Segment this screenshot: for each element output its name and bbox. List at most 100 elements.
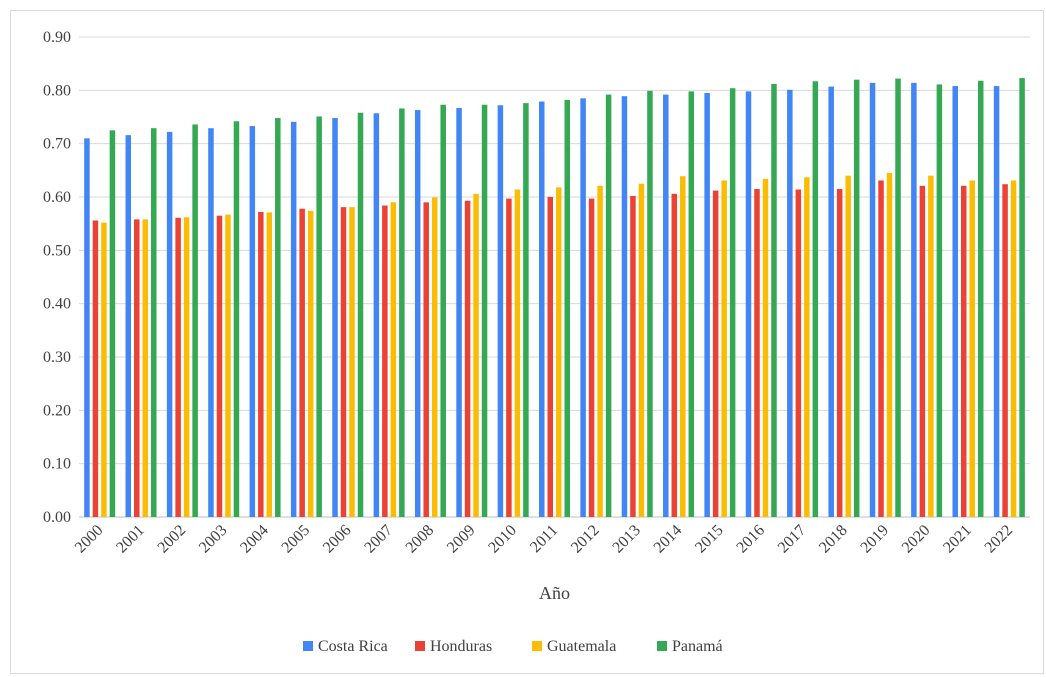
bar-chart: 0.00 0.10 0.20 0.30 0.40 0.50 0.60 0.70 0.80 0.90… <box>43 29 1030 655</box>
bar <box>349 207 355 517</box>
bar <box>952 86 958 518</box>
bar <box>680 176 686 517</box>
bar <box>993 86 1000 518</box>
bar <box>275 118 281 518</box>
y-tick-label: 0.10 <box>43 456 71 473</box>
bar <box>853 79 860 518</box>
bar <box>340 207 347 517</box>
x-tick-label: 2013 <box>609 522 644 557</box>
y-tick-label: 0.90 <box>43 29 71 46</box>
bar <box>506 198 512 517</box>
x-tick-label: 2005 <box>279 522 314 557</box>
x-tick-label: 2002 <box>155 522 190 557</box>
bar <box>621 96 628 517</box>
bar <box>663 94 669 517</box>
bar <box>134 219 140 517</box>
x-tick-label: 2012 <box>568 522 603 557</box>
y-tick-label: 0.60 <box>43 189 71 206</box>
legend-label: Guatemala <box>547 638 616 655</box>
x-tick-label: 2021 <box>940 522 975 557</box>
bar <box>151 128 157 517</box>
x-tick-label: 2017 <box>775 522 810 557</box>
y-tick-label: 0.70 <box>43 136 71 153</box>
x-tick-label: 2014 <box>651 522 686 557</box>
x-tick-label: 2018 <box>816 522 851 557</box>
bar <box>928 175 934 517</box>
legend-swatch <box>303 641 313 651</box>
bar <box>456 107 462 517</box>
legend-swatch <box>532 641 542 651</box>
legend-swatch <box>657 641 667 651</box>
bar <box>307 210 314 517</box>
y-tick-label: 0.30 <box>43 349 71 366</box>
bar <box>721 180 727 517</box>
bar <box>804 177 810 517</box>
x-tick-label: 2008 <box>403 522 438 557</box>
bar <box>539 101 545 518</box>
bar <box>712 190 719 517</box>
bar <box>183 217 190 517</box>
bar <box>225 214 231 517</box>
bar <box>208 128 214 517</box>
bar <box>92 220 99 517</box>
y-tick-label: 0.50 <box>43 242 71 259</box>
bar <box>125 135 132 517</box>
x-tick-label: 2000 <box>72 522 107 557</box>
bar <box>299 208 305 517</box>
bar <box>414 110 421 518</box>
bar <box>845 175 851 517</box>
bar <box>1002 184 1008 517</box>
bar <box>828 86 834 517</box>
bar <box>84 138 90 517</box>
x-tick-label: 2009 <box>444 522 479 557</box>
bar <box>704 93 710 517</box>
bar <box>249 126 256 518</box>
bar <box>192 124 198 517</box>
bar <box>109 130 116 517</box>
x-tick-label: 2001 <box>113 522 148 557</box>
x-tick-label: 2007 <box>361 522 396 557</box>
bar <box>440 104 446 517</box>
bar <box>464 200 471 517</box>
bar <box>564 99 570 517</box>
bar <box>977 80 984 517</box>
bar <box>895 78 901 517</box>
bar <box>812 81 819 518</box>
bar <box>878 180 884 517</box>
bar <box>630 195 636 517</box>
bar <box>373 113 380 518</box>
x-axis-title: Año <box>539 583 570 603</box>
bar <box>638 183 645 517</box>
bar <box>382 205 388 518</box>
bar <box>290 121 297 518</box>
bar <box>911 82 917 517</box>
bar <box>886 173 893 517</box>
bar <box>497 105 504 518</box>
bar <box>423 202 429 518</box>
bar <box>836 189 843 517</box>
x-tick-label: 2010 <box>485 522 520 557</box>
bar <box>647 90 653 517</box>
bar <box>431 197 438 518</box>
x-tick-label: 2020 <box>899 522 934 557</box>
bar <box>762 178 769 517</box>
bar <box>523 103 529 517</box>
bar <box>795 189 802 518</box>
bar <box>960 185 967 518</box>
bar <box>266 212 273 517</box>
bar <box>233 121 240 518</box>
bar <box>754 189 760 517</box>
bar <box>514 189 521 518</box>
x-tick-label: 2015 <box>692 522 727 557</box>
y-tick-label: 0.00 <box>43 509 71 526</box>
chart-frame: 0.00 0.10 0.20 0.30 0.40 0.50 0.60 0.70 0.80 0.90… <box>10 10 1044 674</box>
bar <box>688 91 695 518</box>
x-tick-label: 2016 <box>733 522 768 557</box>
bar <box>771 83 777 517</box>
bar <box>1019 78 1025 518</box>
bar <box>258 211 264 517</box>
x-tick-label: 2011 <box>527 522 561 556</box>
bar <box>605 94 612 517</box>
bar <box>729 88 736 517</box>
bar <box>869 82 876 517</box>
